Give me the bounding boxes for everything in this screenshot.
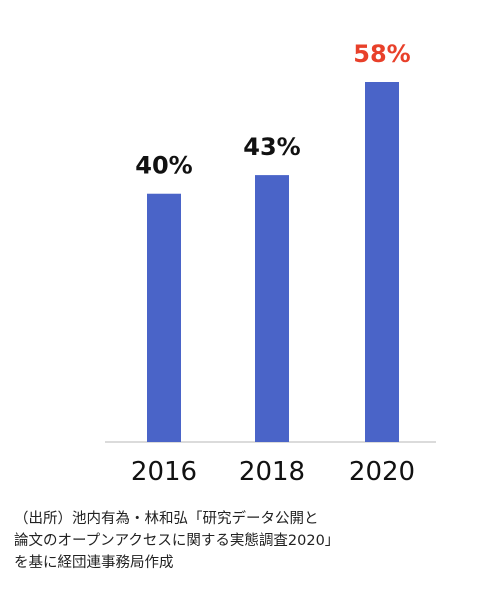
x-tick-label-2020: 2020: [349, 457, 415, 487]
source-note-line: 論文のオープンアクセスに関する実態調査2020」: [14, 533, 340, 549]
bar-2016: [147, 193, 181, 442]
source-note: （出所）池内有為・林和弘「研究データ公開と 論文のオープンアクセスに関する実態調…: [14, 508, 474, 574]
data-label-2020: 58%: [353, 40, 410, 68]
bar-2020: [365, 82, 399, 442]
x-tick-label-2018: 2018: [239, 457, 305, 487]
bar-2018: [255, 175, 289, 442]
data-label-2018: 43%: [243, 133, 300, 161]
source-note-line: を基に経団連事務局作成: [14, 555, 174, 571]
source-note-line: （出所）池内有為・林和弘「研究データ公開と: [14, 511, 319, 527]
data-label-2016: 40%: [135, 152, 192, 180]
x-tick-label-2016: 2016: [131, 457, 197, 487]
bar-chart: 40% 2016 43% 2018 58% 2020: [105, 40, 436, 487]
